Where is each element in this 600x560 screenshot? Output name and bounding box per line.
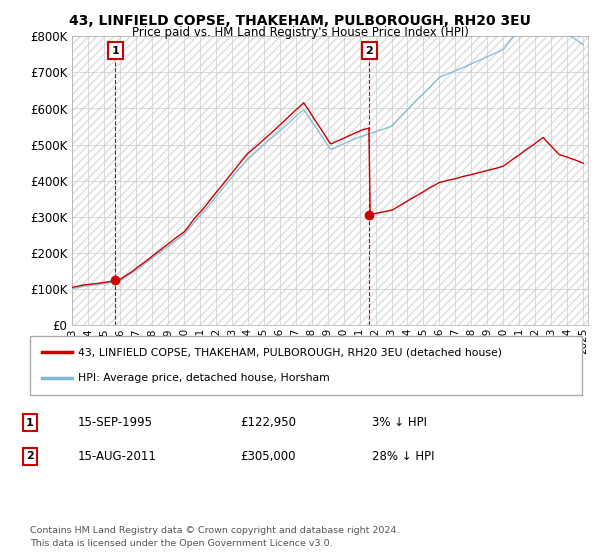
Text: Price paid vs. HM Land Registry's House Price Index (HPI): Price paid vs. HM Land Registry's House … — [131, 26, 469, 39]
Text: 1: 1 — [112, 46, 119, 56]
Text: 28% ↓ HPI: 28% ↓ HPI — [372, 450, 434, 463]
Text: £122,950: £122,950 — [240, 416, 296, 430]
Text: 2: 2 — [365, 46, 373, 56]
Text: 15-SEP-1995: 15-SEP-1995 — [78, 416, 153, 430]
Text: 43, LINFIELD COPSE, THAKEHAM, PULBOROUGH, RH20 3EU (detached house): 43, LINFIELD COPSE, THAKEHAM, PULBOROUGH… — [78, 347, 502, 357]
Text: 43, LINFIELD COPSE, THAKEHAM, PULBOROUGH, RH20 3EU: 43, LINFIELD COPSE, THAKEHAM, PULBOROUGH… — [69, 14, 531, 28]
Text: HPI: Average price, detached house, Horsham: HPI: Average price, detached house, Hors… — [78, 374, 330, 384]
Text: 1: 1 — [26, 418, 34, 428]
Text: 2: 2 — [26, 451, 34, 461]
Text: Contains HM Land Registry data © Crown copyright and database right 2024.
This d: Contains HM Land Registry data © Crown c… — [30, 526, 400, 548]
Text: 3% ↓ HPI: 3% ↓ HPI — [372, 416, 427, 430]
Text: 15-AUG-2011: 15-AUG-2011 — [78, 450, 157, 463]
Text: £305,000: £305,000 — [240, 450, 296, 463]
